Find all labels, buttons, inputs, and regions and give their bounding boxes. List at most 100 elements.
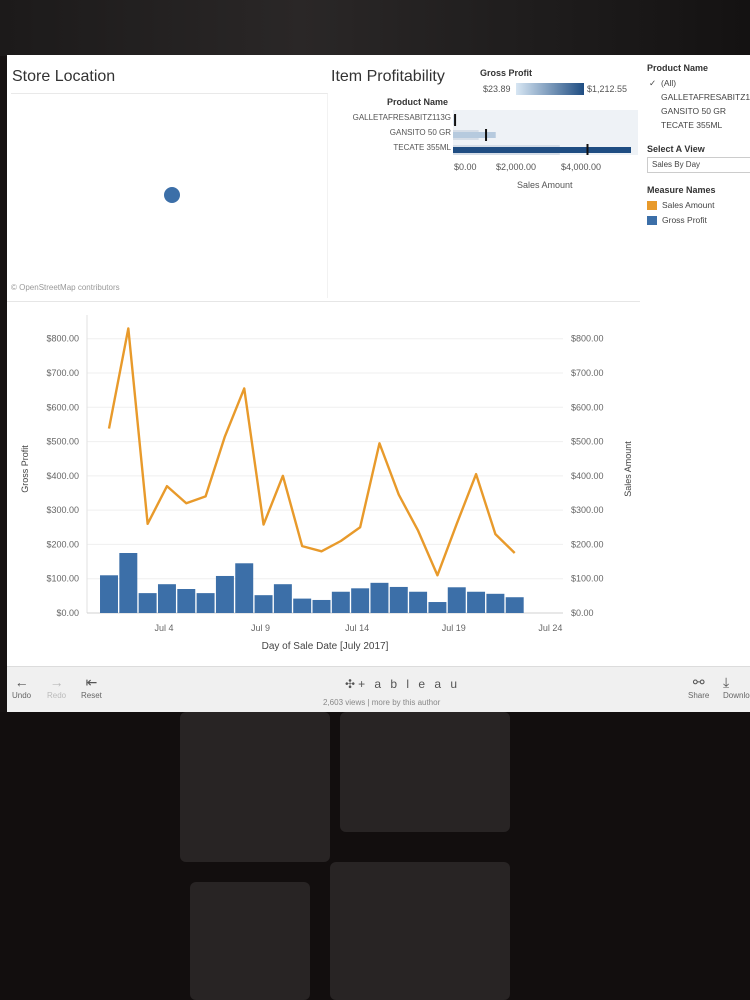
- gross-profit-bar[interactable]: [273, 584, 292, 613]
- legend-swatch: [647, 216, 657, 225]
- bullet-x-tick: $2,000.00: [496, 162, 537, 172]
- gross-profit-bar[interactable]: [235, 563, 254, 613]
- gross-profit-bar[interactable]: [157, 584, 176, 613]
- undo-label: Undo: [12, 691, 32, 700]
- gross-profit-bar[interactable]: [370, 582, 389, 613]
- tableau-logo[interactable]: ✣+ a b l e a u: [345, 677, 460, 691]
- y2-axis-title: Sales Amount: [623, 441, 633, 497]
- y2-tick-label: $600.00: [571, 402, 604, 412]
- gross-profit-bar[interactable]: [331, 591, 350, 613]
- y-tick-label: $100.00: [46, 574, 79, 584]
- gross-profit-scale-min: $23.89: [483, 84, 511, 94]
- product-name-header: Product Name: [387, 97, 449, 107]
- gross-profit-bar[interactable]: [428, 602, 447, 613]
- legend-label: Sales Amount: [662, 200, 715, 210]
- download-button[interactable]: ⤓Download: [723, 673, 750, 700]
- download-label: Download: [723, 691, 750, 700]
- store-location-marker[interactable]: [164, 187, 180, 203]
- gross-profit-bar[interactable]: [467, 591, 486, 613]
- reset-label: Reset: [81, 691, 102, 700]
- undo-button[interactable]: ← Undo: [12, 673, 31, 700]
- option-label: GALLETAFRESABITZ113G: [661, 92, 750, 102]
- y2-tick-label: $0.00: [571, 608, 594, 618]
- gross-profit-bar[interactable]: [409, 591, 428, 613]
- gross-profit-bar[interactable]: [312, 599, 331, 613]
- y-tick-label: $700.00: [46, 368, 79, 378]
- y-tick-label: $800.00: [46, 334, 79, 344]
- item-profitability-title: Item Profitability: [331, 68, 445, 85]
- gross-profit-bar[interactable]: [196, 593, 215, 613]
- reset-button[interactable]: ⇤ Reset: [81, 673, 102, 700]
- gross-profit-bar[interactable]: [486, 593, 505, 613]
- gross-profit-scale-label: Gross Profit: [480, 68, 533, 78]
- bullet-bar[interactable]: [453, 147, 631, 153]
- bullet-reference-line: [586, 144, 589, 156]
- product-filter-option[interactable]: TECATE 355ML: [647, 118, 750, 132]
- gross-profit-bar[interactable]: [389, 586, 408, 613]
- option-label: (All): [661, 78, 677, 88]
- map-credit: © OpenStreetMap contributors: [11, 283, 120, 292]
- redo-arrow-icon: →: [49, 674, 64, 690]
- section-divider: [7, 301, 640, 302]
- x-tick-label: Jul 24: [538, 623, 562, 633]
- legend-item-gross-profit[interactable]: Gross Profit: [647, 213, 750, 228]
- tableau-wordmark: + a b l e a u: [358, 677, 461, 691]
- bullet-reference-line: [485, 129, 488, 141]
- item-profitability-bullet-chart[interactable]: [453, 110, 638, 156]
- x-tick-label: Jul 19: [442, 623, 466, 633]
- x-axis-title: Day of Sale Date [July 2017]: [262, 641, 389, 652]
- tableau-dashboard: Store Location © OpenStreetMap contribut…: [7, 55, 750, 712]
- sales-amount-line[interactable]: [107, 327, 516, 577]
- select-view-title: Select A View: [647, 144, 705, 154]
- filter-panel: Product Name ✓ (All) GALLETAFRESABITZ113G…: [647, 63, 750, 228]
- option-label: TECATE 355ML: [661, 120, 723, 130]
- gross-profit-scale-max: $1,212.55: [587, 84, 628, 94]
- undo-arrow-icon: ←: [14, 674, 29, 690]
- bullet-x-tick: $0.00: [454, 162, 477, 172]
- gross-profit-bar[interactable]: [293, 598, 312, 613]
- share-button[interactable]: ⚯ Share: [688, 673, 709, 700]
- bullet-x-tick: $4,000.00: [561, 162, 602, 172]
- y-tick-label: $400.00: [46, 471, 79, 481]
- y2-tick-label: $200.00: [571, 539, 604, 549]
- gross-profit-color-scale: [516, 83, 584, 95]
- y2-tick-label: $300.00: [571, 505, 604, 515]
- legend-label: Gross Profit: [662, 215, 707, 225]
- store-location-map[interactable]: © OpenStreetMap contributors: [11, 93, 328, 298]
- gross-profit-bar[interactable]: [447, 587, 466, 613]
- y2-tick-label: $800.00: [571, 334, 604, 344]
- gross-profit-bar[interactable]: [119, 553, 138, 613]
- gross-profit-bar[interactable]: [177, 589, 196, 613]
- bullet-bar[interactable]: [453, 117, 455, 123]
- gross-profit-bar[interactable]: [254, 595, 273, 613]
- gross-profit-bar[interactable]: [138, 593, 157, 613]
- measure-names-title: Measure Names: [647, 185, 716, 195]
- redo-button[interactable]: → Redo: [47, 673, 66, 700]
- legend-swatch: [647, 201, 657, 210]
- product-filter-title: Product Name: [647, 63, 709, 73]
- product-filter-option[interactable]: GALLETAFRESABITZ113G: [647, 90, 750, 104]
- y2-tick-label: $700.00: [571, 368, 604, 378]
- y-tick-label: $500.00: [46, 437, 79, 447]
- y2-tick-label: $100.00: [571, 574, 604, 584]
- bullet-row-label: GANSITO 50 GR: [389, 128, 451, 137]
- gross-profit-bar[interactable]: [100, 575, 118, 613]
- gross-profit-bar[interactable]: [505, 597, 524, 613]
- gross-profit-bar[interactable]: [215, 575, 234, 613]
- gross-profit-bar[interactable]: [351, 588, 370, 613]
- product-filter-option[interactable]: GANSITO 50 GR: [647, 104, 750, 118]
- sales-by-day-chart[interactable]: $0.00 $0.00 $100.00 $100.00 $200.00 $200.00 $3…: [7, 305, 647, 660]
- bullet-row-label: TECATE 355ML: [393, 143, 451, 152]
- background-shape: [340, 712, 510, 832]
- product-filter-option[interactable]: ✓ (All): [647, 76, 750, 90]
- view-count[interactable]: 2,603 views | more by this author: [323, 698, 441, 707]
- share-label: Share: [688, 691, 710, 700]
- store-location-title: Store Location: [12, 68, 116, 85]
- legend-item-sales-amount[interactable]: Sales Amount: [647, 198, 750, 213]
- download-icon: ⤓: [723, 674, 730, 690]
- x-tick-label: Jul 4: [154, 623, 173, 633]
- bullet-bar[interactable]: [453, 132, 496, 138]
- bullet-row-label: GALLETAFRESABITZ113G: [352, 113, 451, 122]
- select-view-dropdown[interactable]: Sales By Day: [647, 157, 750, 173]
- check-icon: ✓: [649, 78, 657, 88]
